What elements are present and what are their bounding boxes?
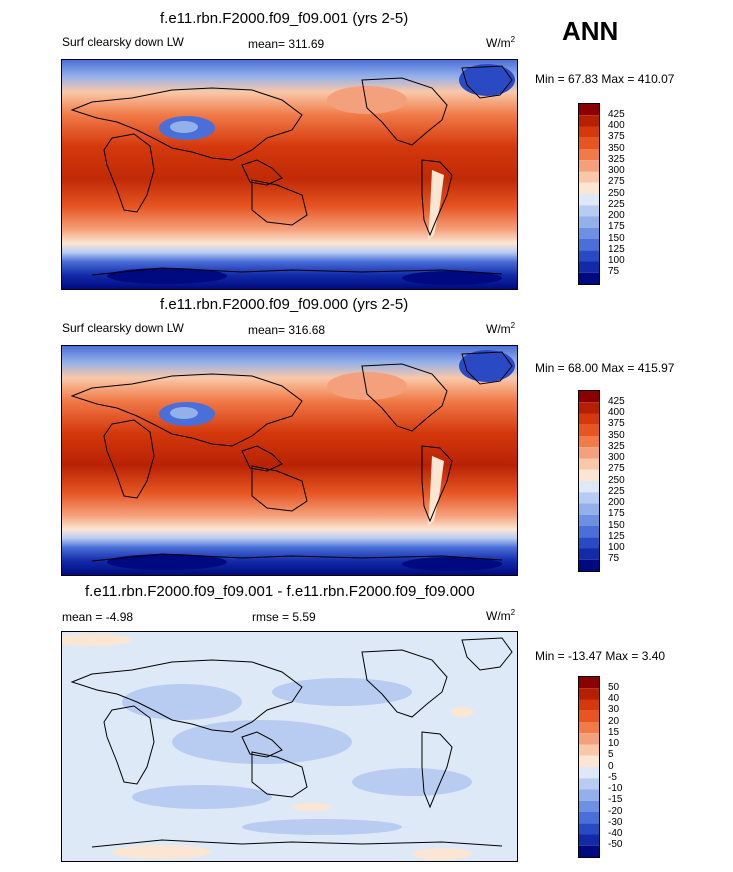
panel-1-colorbar-tick: 75	[608, 266, 620, 277]
panel-2-colorbar-tick: 125	[608, 531, 625, 542]
panel-2-colorbar-tick: 225	[608, 486, 625, 497]
panel-1-units: W/m2	[486, 35, 516, 50]
panel-2-colorbar	[578, 390, 600, 572]
panel-1-colorbar-tick: 150	[608, 233, 625, 244]
panel-2-colorbar-tick: 200	[608, 497, 625, 508]
panel-1-colorbar	[578, 103, 600, 285]
panel-3-colorbar-tick: -5	[608, 772, 617, 783]
panel-1-colorbar-tick: 100	[608, 255, 625, 266]
panel-2-colorbar-tick: 325	[608, 441, 625, 452]
panel-3-colorbar-tick: 10	[608, 738, 620, 749]
panel-3-units: W/m2	[486, 608, 516, 623]
panel-3-rmse-label: rmse = 5.59	[252, 610, 316, 624]
panel-2-colorbar-tick: 350	[608, 430, 625, 441]
panel-1-colorbar-tick: 425	[608, 109, 625, 120]
panel-1-colorbar-tick: 350	[608, 143, 625, 154]
panel-3-map-field	[62, 632, 517, 861]
panel-3-map	[61, 631, 518, 862]
panel-3-mean-label: mean = -4.98	[62, 610, 134, 624]
panel-1-colorbar-tick: 400	[608, 120, 625, 131]
panel-2-colorbar-tick: 150	[608, 520, 625, 531]
panel-2-title: f.e11.rbn.F2000.f09_f09.000 (yrs 2-5)	[160, 296, 409, 313]
panel-2-map-field	[62, 346, 517, 575]
panel-2-minmax: Min = 68.00 Max = 415.97	[535, 361, 675, 375]
panel-2-variable-label: Surf clearsky down LW	[62, 321, 184, 335]
panel-2-map	[61, 345, 518, 576]
panel-1-minmax: Min = 67.83 Max = 410.07	[535, 72, 675, 86]
panel-3-colorbar-tick: -40	[608, 828, 623, 839]
panel-1-map-field	[62, 60, 517, 289]
panel-3-colorbar-tick: 50	[608, 682, 620, 693]
panel-1-colorbar-tick: 275	[608, 176, 625, 187]
panel-3-colorbar-tick: -30	[608, 817, 623, 828]
panel-2-colorbar-tick: 175	[608, 508, 625, 519]
panel-1-colorbar-tick: 325	[608, 154, 625, 165]
panel-3-colorbar-tick: -20	[608, 806, 623, 817]
panel-1-variable-label: Surf clearsky down LW	[62, 35, 184, 49]
panel-2-colorbar-tick: 425	[608, 396, 625, 407]
panel-1-map	[61, 59, 518, 290]
panel-3-colorbar-tick: -10	[608, 783, 623, 794]
panel-1-colorbar-tick: 375	[608, 131, 625, 142]
panel-3-colorbar-tick: 5	[608, 749, 614, 760]
panel-1-mean-label: mean= 311.69	[248, 37, 325, 51]
panel-3-colorbar-tick: 15	[608, 727, 620, 738]
panel-1-colorbar-tick: 175	[608, 221, 625, 232]
panel-3-colorbar-swatches	[579, 677, 599, 857]
panel-2-colorbar-tick: 300	[608, 452, 625, 463]
panel-2-colorbar-swatches	[579, 391, 599, 571]
panel-3-colorbar-tick: 20	[608, 716, 620, 727]
panel-3-colorbar-tick: 0	[608, 761, 614, 772]
panel-1-colorbar-tick: 125	[608, 244, 625, 255]
panel-1-title: f.e11.rbn.F2000.f09_f09.001 (yrs 2-5)	[160, 10, 409, 27]
panel-2-colorbar-tick: 375	[608, 418, 625, 429]
panel-1-colorbar-swatches	[579, 104, 599, 284]
panel-3-colorbar	[578, 676, 600, 858]
panel-2-colorbar-tick: 75	[608, 553, 620, 564]
panel-2-colorbar-tick: 250	[608, 475, 625, 486]
panel-1-colorbar-tick: 250	[608, 188, 625, 199]
panel-3-colorbar-tick: 40	[608, 693, 620, 704]
panel-2-colorbar-tick: 100	[608, 542, 625, 553]
panel-1-colorbar-tick: 200	[608, 210, 625, 221]
panel-3-minmax: Min = -13.47 Max = 3.40	[535, 649, 666, 663]
panel-2-mean-label: mean= 316.68	[248, 323, 326, 337]
panel-1-colorbar-tick: 225	[608, 199, 625, 210]
panel-2-units: W/m2	[486, 321, 516, 336]
panel-2-colorbar-tick: 400	[608, 407, 625, 418]
season-label: ANN	[562, 16, 619, 46]
panel-1-colorbar-tick: 300	[608, 165, 625, 176]
panel-3-colorbar-tick: -50	[608, 839, 623, 850]
panel-2-colorbar-tick: 275	[608, 463, 625, 474]
panel-3-colorbar-tick: 30	[608, 704, 620, 715]
panel-3-title: f.e11.rbn.F2000.f09_f09.001 - f.e11.rbn.…	[85, 583, 475, 600]
panel-3-colorbar-tick: -15	[608, 794, 623, 805]
